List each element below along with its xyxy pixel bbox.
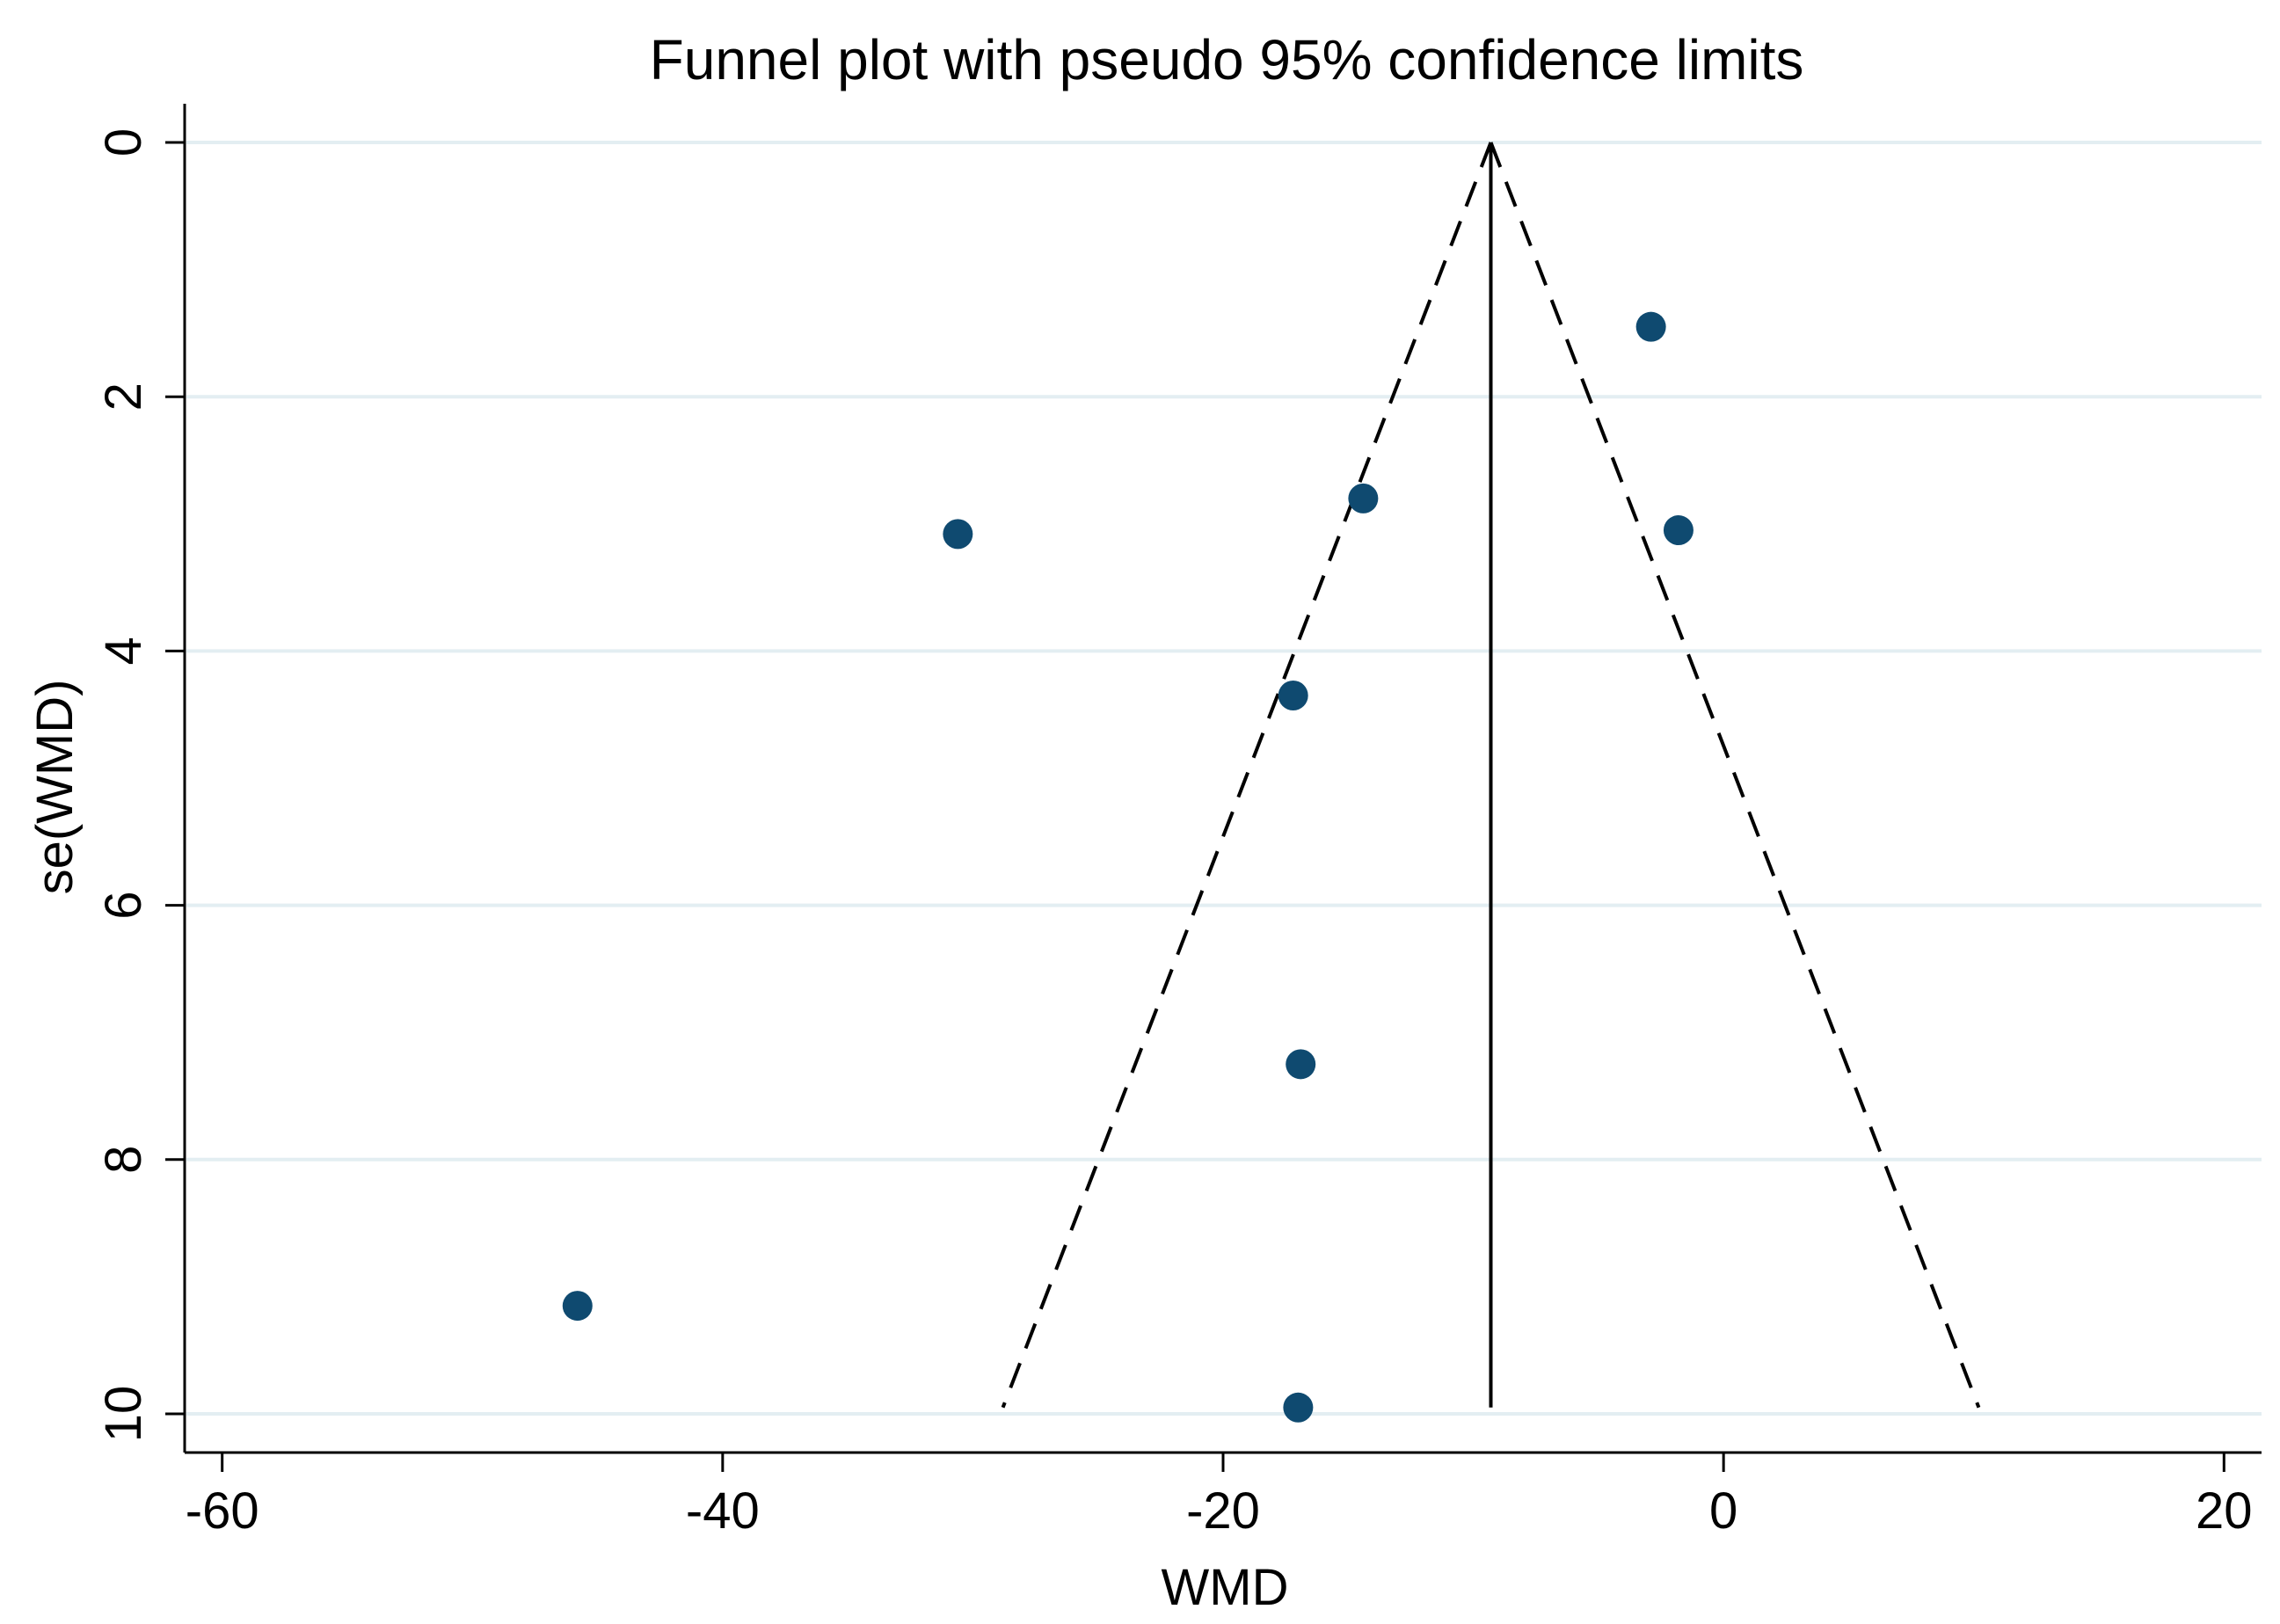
data-point	[1286, 1049, 1316, 1080]
tick-marks: -60 -40 -20 0 20 0 2 4 6 8 10	[95, 128, 2253, 1540]
x-tick-label: -60	[186, 1482, 259, 1540]
y-tick-label: 2	[95, 382, 152, 411]
y-tick-label: 4	[95, 637, 152, 665]
x-tick-label: -20	[1186, 1482, 1260, 1540]
data-point	[1278, 681, 1308, 711]
y-tick-label: 6	[95, 891, 152, 919]
data-point	[1283, 1392, 1314, 1423]
y-tick-label: 0	[95, 128, 152, 157]
x-tick-label: 0	[1709, 1482, 1737, 1540]
x-tick-label: -40	[686, 1482, 760, 1540]
y-tick-label: 8	[95, 1146, 152, 1174]
y-tick-label: 10	[95, 1386, 152, 1443]
data-point	[1663, 515, 1694, 546]
data-point	[1635, 311, 1666, 342]
grid-lines	[186, 141, 2262, 1416]
x-tick-label: 20	[2196, 1482, 2253, 1540]
confidence-limits	[1001, 142, 1981, 1409]
axes	[183, 104, 2262, 1454]
ci-line-left	[1001, 142, 1493, 1409]
x-axis-label: WMD	[1162, 1559, 1289, 1616]
data-point	[562, 1291, 593, 1322]
data-point	[943, 519, 973, 550]
data-points	[562, 311, 1694, 1423]
ci-line-right	[1489, 142, 1981, 1409]
y-axis-label: se(WMD)	[26, 680, 84, 895]
data-point	[1348, 483, 1379, 513]
chart-title: Funnel plot with pseudo 95% confidence l…	[650, 28, 1804, 91]
